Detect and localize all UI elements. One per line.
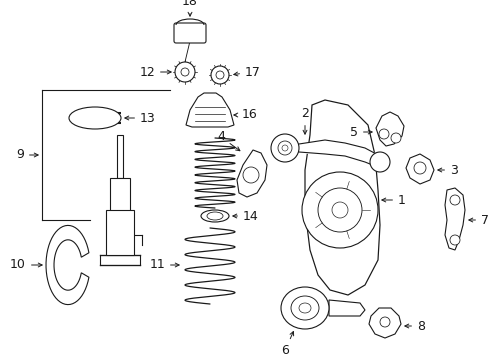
Ellipse shape <box>69 107 121 129</box>
Text: 10: 10 <box>10 258 42 271</box>
Polygon shape <box>328 300 364 316</box>
Ellipse shape <box>206 212 223 220</box>
Text: 9: 9 <box>16 148 38 162</box>
Text: 7: 7 <box>468 213 488 226</box>
Bar <box>106 210 134 255</box>
Circle shape <box>390 133 400 143</box>
Text: 11: 11 <box>149 258 179 271</box>
Polygon shape <box>375 112 403 146</box>
Circle shape <box>449 235 459 245</box>
Text: 18: 18 <box>182 0 198 16</box>
Circle shape <box>243 167 259 183</box>
Text: 12: 12 <box>139 66 171 78</box>
Polygon shape <box>185 93 234 127</box>
Circle shape <box>175 62 195 82</box>
Text: 2: 2 <box>301 107 308 134</box>
Polygon shape <box>368 308 400 338</box>
Text: 6: 6 <box>281 332 293 357</box>
Circle shape <box>331 202 347 218</box>
Polygon shape <box>444 188 464 250</box>
Ellipse shape <box>290 296 318 320</box>
Circle shape <box>282 145 287 151</box>
Polygon shape <box>405 154 433 184</box>
Text: 8: 8 <box>404 320 424 333</box>
Circle shape <box>302 172 377 248</box>
Circle shape <box>216 71 224 79</box>
Circle shape <box>278 141 291 155</box>
Text: 15: 15 <box>241 166 264 179</box>
Circle shape <box>369 152 389 172</box>
Circle shape <box>413 162 425 174</box>
Text: 13: 13 <box>124 112 156 125</box>
Circle shape <box>449 195 459 205</box>
Text: 17: 17 <box>233 66 260 78</box>
Circle shape <box>379 317 389 327</box>
Circle shape <box>270 134 298 162</box>
Ellipse shape <box>281 287 328 329</box>
Text: 5: 5 <box>349 126 371 139</box>
Text: 14: 14 <box>232 210 258 222</box>
Text: 1: 1 <box>381 194 405 207</box>
Bar <box>110 178 130 248</box>
Circle shape <box>210 66 228 84</box>
FancyBboxPatch shape <box>174 23 205 43</box>
Text: 4: 4 <box>217 130 240 151</box>
Polygon shape <box>46 225 89 305</box>
Circle shape <box>317 188 361 232</box>
Polygon shape <box>237 150 266 197</box>
Text: 16: 16 <box>233 108 257 122</box>
Polygon shape <box>305 100 379 295</box>
Circle shape <box>378 129 388 139</box>
Bar <box>117 135 123 178</box>
Text: 3: 3 <box>437 163 457 176</box>
Circle shape <box>181 68 189 76</box>
Ellipse shape <box>298 303 310 313</box>
Ellipse shape <box>201 210 228 222</box>
